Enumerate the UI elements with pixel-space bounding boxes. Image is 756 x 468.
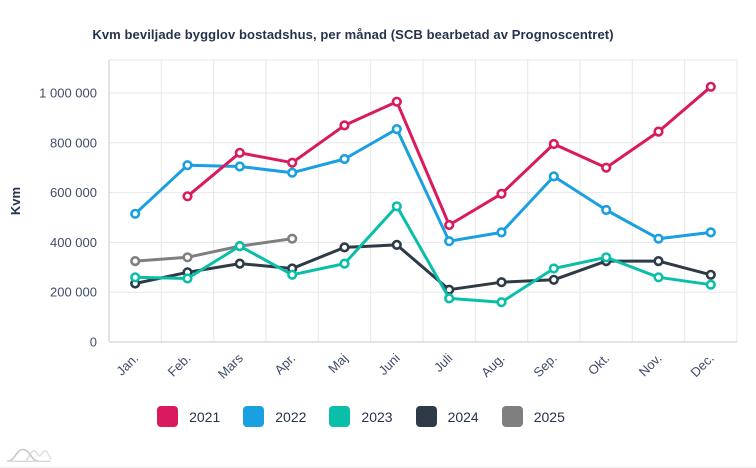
data-point-2024[interactable]	[339, 242, 350, 253]
data-point-2022[interactable]	[182, 160, 193, 171]
y-tick-label: 600 000	[50, 185, 97, 200]
legend-item-2021[interactable]: 2021	[157, 406, 220, 427]
data-point-2023[interactable]	[496, 297, 507, 308]
legend-swatch-2021	[157, 406, 179, 427]
x-tick-label: Mars	[215, 350, 246, 381]
data-point-2022[interactable]	[601, 204, 612, 216]
legend-swatch-2024	[415, 406, 437, 427]
x-tick-label: Juni	[375, 350, 403, 378]
data-point-2023[interactable]	[548, 263, 559, 274]
data-point-2021[interactable]	[705, 81, 716, 92]
legend: 2021 2022 2023 2024 2025	[0, 406, 756, 427]
data-point-2022[interactable]	[496, 227, 507, 238]
data-point-2023[interactable]	[705, 279, 716, 290]
x-tick-label: Sep.	[530, 351, 560, 381]
chart-title: Kvm beviljade bygglov bostadshus, per må…	[92, 27, 614, 42]
y-tick-label: 400 000	[50, 235, 97, 250]
legend-label: 2023	[361, 408, 393, 425]
series-line-2023	[133, 204, 713, 304]
data-point-2021[interactable]	[182, 191, 193, 202]
data-point-2021[interactable]	[234, 147, 245, 158]
data-point-2023[interactable]	[601, 252, 612, 263]
legend-item-2022[interactable]: 2022	[243, 406, 306, 427]
data-point-2022[interactable]	[705, 227, 716, 238]
x-tick-label: Nov.	[636, 351, 665, 380]
x-tick-label: Aug.	[478, 351, 508, 381]
data-point-2023[interactable]	[444, 293, 455, 304]
data-point-2021[interactable]	[287, 157, 298, 168]
legend-swatch-2022	[243, 406, 265, 427]
data-point-2023[interactable]	[339, 258, 350, 269]
data-point-2022[interactable]	[444, 236, 455, 247]
data-point-2021[interactable]	[444, 219, 455, 231]
data-point-2024[interactable]	[548, 274, 559, 285]
data-point-2023[interactable]	[182, 273, 193, 284]
y-tick-label: 800 000	[50, 135, 97, 150]
data-point-2022[interactable]	[391, 124, 402, 135]
data-point-2024[interactable]	[391, 239, 402, 250]
x-tick-label: Juli	[431, 350, 455, 374]
data-point-2022[interactable]	[339, 153, 350, 165]
x-tick-label: Dec.	[687, 351, 717, 381]
prognoscentret-logo-icon	[6, 448, 52, 463]
data-point-2021[interactable]	[339, 120, 350, 131]
legend-label: 2025	[533, 408, 565, 425]
legend-label: 2022	[275, 408, 307, 425]
data-point-2025[interactable]	[287, 233, 298, 244]
data-point-2021[interactable]	[653, 126, 664, 137]
x-tick-label: Jan.	[113, 351, 141, 379]
legend-item-2023[interactable]: 2023	[329, 406, 393, 427]
series-2021	[182, 81, 716, 231]
data-point-2022[interactable]	[234, 161, 245, 172]
x-tick-label: Apr.	[271, 351, 298, 378]
data-point-2023[interactable]	[130, 272, 141, 283]
y-tick-label: 0	[90, 335, 97, 350]
data-point-2024[interactable]	[653, 256, 664, 267]
legend-swatch-2025	[501, 406, 523, 427]
data-point-2022[interactable]	[653, 233, 664, 244]
legend-item-2024[interactable]: 2024	[415, 406, 479, 427]
y-tick-label: 200 000	[50, 285, 97, 300]
series-2023	[130, 201, 716, 308]
x-tick-label: Okt.	[585, 351, 612, 378]
series-2022	[130, 124, 716, 247]
data-point-2025[interactable]	[130, 256, 141, 267]
legend-label: 2024	[447, 408, 479, 425]
x-tick-label: Feb.	[165, 351, 194, 380]
x-tick-label: Maj	[325, 350, 350, 375]
data-point-2024[interactable]	[234, 258, 245, 269]
legend-swatch-2023	[329, 406, 351, 427]
data-point-2025[interactable]	[182, 252, 193, 263]
data-point-2022[interactable]	[287, 167, 298, 178]
data-point-2021[interactable]	[391, 96, 402, 107]
data-point-2024[interactable]	[705, 269, 716, 280]
y-tick-label: 1 000 000	[39, 86, 97, 101]
data-point-2024[interactable]	[496, 277, 507, 288]
data-point-2021[interactable]	[548, 138, 559, 150]
data-point-2021[interactable]	[496, 188, 507, 199]
data-point-2023[interactable]	[391, 201, 402, 212]
data-point-2023[interactable]	[653, 272, 664, 283]
legend-item-2025[interactable]: 2025	[501, 406, 565, 427]
legend-label: 2021	[189, 408, 221, 425]
data-point-2023[interactable]	[287, 269, 298, 280]
data-point-2022[interactable]	[130, 208, 141, 219]
data-point-2022[interactable]	[548, 171, 559, 182]
data-point-2023[interactable]	[234, 241, 245, 252]
data-point-2021[interactable]	[601, 162, 612, 173]
series-line-2025	[133, 237, 294, 263]
series-line-2022	[133, 127, 713, 243]
y-axis-title: Kvm	[8, 187, 23, 215]
